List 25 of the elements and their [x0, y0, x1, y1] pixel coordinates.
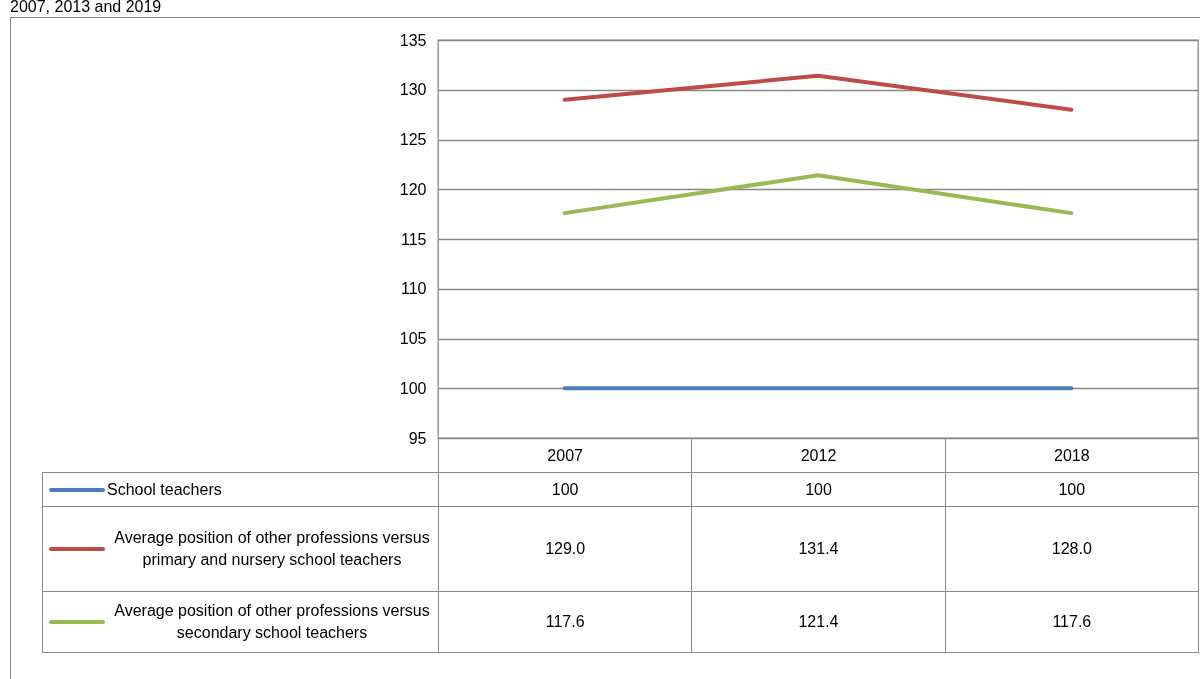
x-tick-label: 2012 — [800, 446, 837, 464]
data-label: 128.0 — [944, 506, 1199, 592]
y-tick-label: 100 — [399, 379, 427, 397]
y-tick-label: 115 — [400, 230, 427, 248]
y-tick-label: 125 — [399, 131, 427, 148]
data-label: 117.6 — [944, 591, 1199, 653]
y-tick-label: 130 — [399, 81, 427, 99]
y-tick-label: 120 — [399, 180, 427, 198]
data-label: 121.4 — [691, 591, 946, 653]
data-label: 100 — [944, 472, 1199, 507]
legend-label: School teachers — [107, 479, 222, 500]
y-tick-label: 110 — [400, 280, 427, 298]
data-label: 100 — [438, 472, 693, 507]
data-label: 100 — [691, 472, 946, 507]
data-label: 129.0 — [438, 506, 693, 592]
y-tick-label: 135 — [399, 31, 427, 49]
y-tick-label: 105 — [399, 330, 427, 347]
text: 2007, 2013 and 2019 — [10, 0, 162, 16]
data-label: 131.4 — [691, 506, 946, 592]
x-tick-label: 2018 — [1054, 446, 1090, 464]
x-tick-label: 2007 — [547, 446, 584, 464]
legend-label: Average position of other professions versus primary and nursery school teachers — [113, 528, 431, 570]
y-tick-label: 95 — [408, 429, 427, 447]
legend-label: Average position of other professions versus secondary school teachers — [113, 601, 431, 643]
data-label: 117.6 — [438, 591, 693, 653]
